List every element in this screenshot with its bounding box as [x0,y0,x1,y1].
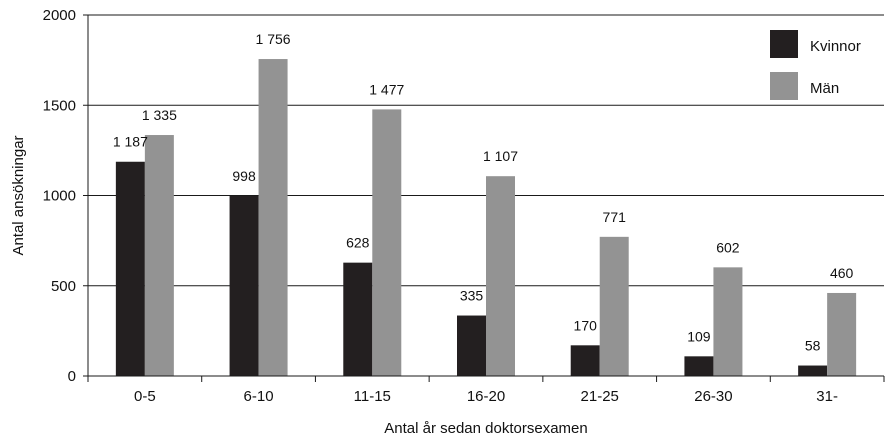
bar-kvinnor [115,161,145,376]
x-tick-label: 21-25 [581,388,619,405]
data-label: 1 335 [142,107,177,123]
y-tick-label: 500 [51,278,76,295]
data-labels: 1 187 998 628 335 170 109 58 1 335 1 756 1 477 1 1… [113,31,854,353]
bar-kvinnor [570,345,600,376]
bar-man [827,292,857,376]
bar-man [372,109,402,377]
y-tick-label: 1500 [43,97,76,114]
x-tick-label: 11-15 [354,388,391,405]
bar-man [486,176,515,376]
x-tick-label: 0-5 [134,388,156,405]
bar-man [599,236,629,376]
bars [115,59,857,377]
bar-kvinnor [684,356,714,376]
data-label: 1 107 [483,148,518,164]
bar-man [258,59,288,377]
bar-kvinnor [457,315,486,376]
y-tick-label: 1000 [43,188,76,205]
data-label: 1 187 [113,134,148,150]
bar-kvinnor [798,365,828,376]
x-axis-title: Antal år sedan doktorsexamen [384,420,587,437]
bar-kvinnor [229,195,259,376]
data-label: 170 [574,317,598,333]
bar-man [144,135,174,376]
y-tick-label: 0 [68,368,76,385]
data-label: 109 [687,328,711,344]
data-label: 1 477 [369,81,404,97]
data-label: 771 [603,209,627,225]
data-label: 628 [346,235,370,251]
y-tick-label: 2000 [43,7,76,24]
x-tick-label: 16-20 [467,388,505,405]
bar-kvinnor [343,262,373,376]
data-label: 335 [460,288,484,304]
data-label: 460 [830,265,854,281]
data-label: 998 [232,168,256,184]
legend-label: Män [810,80,839,97]
legend: Kvinnor Män [770,30,861,100]
data-label: 602 [716,239,740,255]
data-label: 1 756 [256,31,291,47]
x-tick-label: 6-10 [244,388,274,405]
legend-swatch [770,72,798,100]
data-label: 58 [805,338,821,354]
bar-man [713,267,743,376]
axes: 0 500 1000 1500 2000 0-5 6-10 11-15 16-20 21-25 26… [43,7,885,405]
y-axis-title: Antal ansökningar [10,135,27,255]
x-tick-label: 26-30 [694,388,732,405]
legend-label: Kvinnor [810,38,861,55]
legend-swatch [770,30,798,58]
x-tick-label: 31- [816,388,838,405]
